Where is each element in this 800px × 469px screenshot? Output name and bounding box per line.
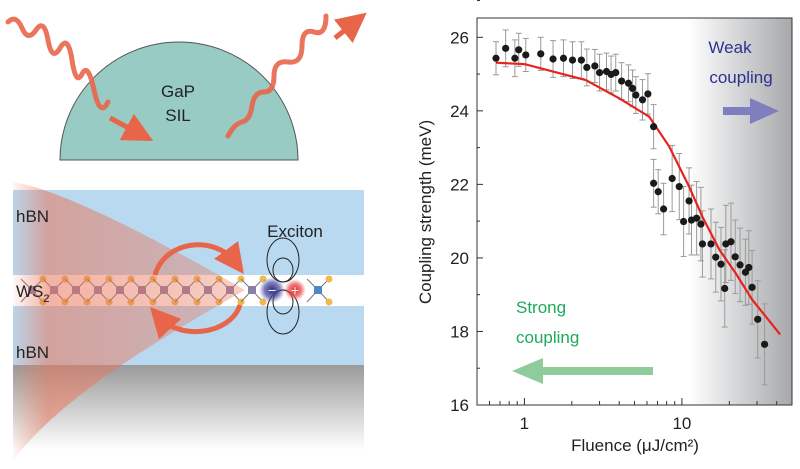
- data-point: [559, 54, 568, 62]
- data-points: [492, 44, 769, 348]
- x-tick-label: 10: [672, 414, 691, 433]
- incoming-arrow: [108, 113, 154, 142]
- strong-coupling-label-2: coupling: [516, 328, 579, 347]
- data-point: [754, 315, 762, 323]
- data-point: [697, 220, 705, 228]
- data-point: [549, 55, 557, 63]
- data-point: [654, 188, 662, 196]
- schematic: GaP SIL − + Exciton hBN WS2 hBN: [5, 12, 367, 460]
- data-point: [748, 283, 756, 291]
- data-point: [537, 50, 545, 58]
- y-tick-label: 18: [450, 322, 469, 341]
- tungsten-atom: [248, 286, 256, 294]
- data-point: [628, 84, 637, 93]
- electron: [259, 277, 285, 303]
- x-tick-label: 1: [520, 414, 529, 433]
- incoming-light-wave: [5, 16, 111, 111]
- data-point: [591, 62, 599, 70]
- exciton-label: Exciton: [267, 222, 323, 241]
- data-point: [707, 240, 715, 248]
- hole-symbol: +: [291, 282, 299, 298]
- data-point: [712, 253, 720, 261]
- weak-coupling-label-2: coupling: [709, 68, 772, 87]
- data-point: [577, 56, 585, 64]
- data-point: [583, 63, 591, 72]
- data-point: [632, 91, 640, 99]
- lens-label-sil: SIL: [165, 106, 191, 125]
- data-point: [612, 68, 620, 77]
- weak-coupling-shaded-region: [689, 18, 792, 405]
- data-point: [659, 205, 668, 213]
- axis-ticks: 16 18 20 22 24 26 1 10: [450, 0, 793, 433]
- data-point: [502, 44, 510, 52]
- y-axis-label: Coupling strength (meV): [416, 120, 435, 304]
- ws2-label: WS2: [16, 282, 50, 305]
- light-beam: [13, 182, 245, 460]
- data-point: [721, 284, 729, 293]
- strong-coupling-label-1: Strong: [516, 298, 566, 317]
- data-point: [511, 54, 519, 62]
- sulfur-atom: [325, 275, 333, 283]
- sulfur-atom: [325, 298, 333, 306]
- data-point: [515, 46, 523, 54]
- data-point: [638, 96, 647, 104]
- data-point: [736, 261, 744, 269]
- circulating-arrow-top: [152, 241, 244, 276]
- x-axis-label: Fluence (μJ/cm²): [571, 436, 699, 455]
- data-point: [727, 238, 735, 246]
- data-point: [675, 182, 683, 191]
- data-point: [649, 123, 658, 131]
- top-hbn-label: hBN: [16, 207, 49, 226]
- data-point: [649, 179, 658, 187]
- data-point: [617, 77, 626, 85]
- bottom-hbn-label: hBN: [16, 343, 49, 362]
- data-point: [568, 56, 577, 64]
- chart: 16 18 20 22 24 26 1 10 Fluence (μJ/cm²) Couplin…: [416, 0, 793, 455]
- tungsten-atom: [314, 286, 322, 294]
- y-tick-label: 22: [450, 175, 469, 194]
- gap-sil-lens: [59, 41, 299, 161]
- strong-coupling-arrow: [512, 358, 653, 384]
- data-point: [698, 240, 707, 248]
- data-point: [680, 217, 688, 226]
- data-point: [761, 340, 769, 348]
- data-point: [624, 79, 633, 87]
- weak-coupling-label-1: Weak: [708, 38, 752, 57]
- data-point: [595, 68, 604, 77]
- outgoing-light-wave: [225, 13, 329, 139]
- circulating-arrow-bottom: [149, 303, 243, 340]
- hole: [284, 279, 306, 301]
- data-point: [731, 253, 739, 261]
- data-point: [693, 214, 701, 222]
- y-tick-label: 26: [450, 28, 469, 47]
- data-point: [644, 90, 652, 98]
- data-point: [717, 260, 725, 268]
- fit-line: [495, 61, 781, 336]
- data-point: [522, 51, 530, 59]
- y-tick-label: 20: [450, 249, 469, 268]
- data-point: [492, 54, 500, 62]
- data-point: [685, 197, 693, 205]
- electron-symbol: −: [268, 282, 276, 298]
- weak-coupling-arrow: [723, 98, 779, 124]
- lens-label-gap: GaP: [161, 82, 195, 101]
- data-point: [745, 263, 753, 272]
- y-tick-label: 24: [450, 102, 469, 121]
- y-tick-label: 16: [450, 396, 469, 415]
- outgoing-arrow: [333, 12, 367, 44]
- data-point: [668, 174, 676, 183]
